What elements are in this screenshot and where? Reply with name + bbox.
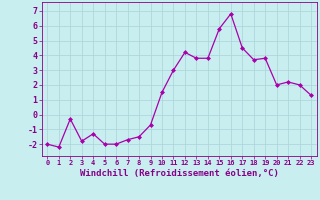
X-axis label: Windchill (Refroidissement éolien,°C): Windchill (Refroidissement éolien,°C): [80, 169, 279, 178]
